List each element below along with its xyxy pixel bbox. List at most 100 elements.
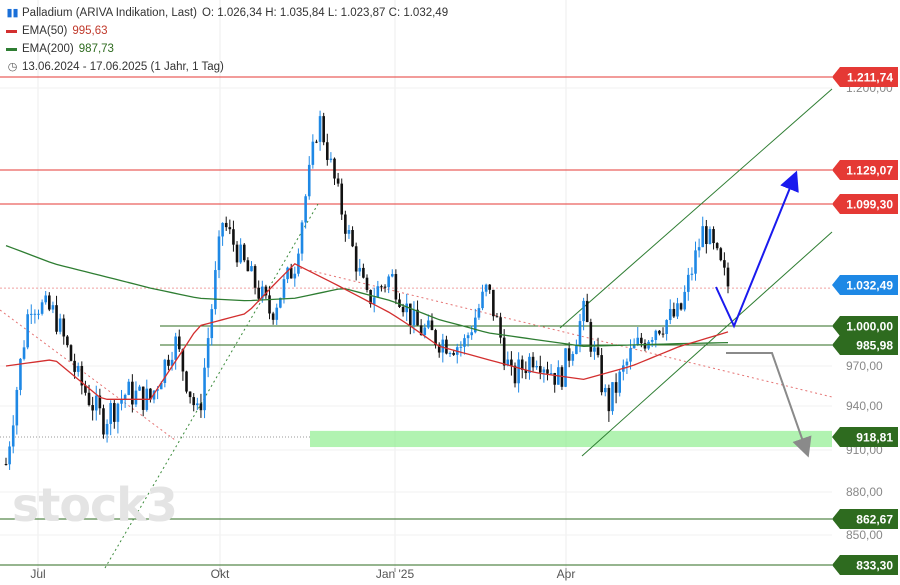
candle-body	[8, 446, 11, 465]
candle-body	[387, 276, 390, 288]
x-tick-label: Apr	[557, 567, 576, 581]
candle-body	[553, 373, 557, 385]
candle-body	[29, 313, 33, 315]
chart-grid	[0, 0, 832, 568]
candle-body	[271, 313, 275, 320]
candle-body	[546, 369, 549, 374]
candle-body	[578, 321, 582, 345]
candle-body	[690, 273, 694, 275]
candle-body	[109, 403, 112, 424]
channel-lower	[581, 231, 833, 457]
candle-body	[329, 158, 333, 160]
candle-body	[582, 300, 585, 322]
candle-body	[40, 302, 44, 314]
date-range: 13.06.2024 - 17.06.2025 (1 Jahr, 1 Tag)	[22, 61, 224, 73]
candle-body	[340, 183, 344, 215]
candle-body	[279, 297, 282, 308]
candle-body	[401, 306, 405, 313]
candle-body	[600, 355, 603, 393]
candle-body	[466, 335, 470, 339]
candle-body	[567, 348, 571, 361]
candle-body	[665, 320, 668, 335]
candle-body	[441, 339, 445, 353]
candle-body	[611, 382, 614, 412]
candle-body	[19, 358, 22, 390]
candle-body	[333, 158, 336, 179]
candle-body	[650, 339, 654, 342]
candle-body	[344, 214, 347, 234]
candle-body	[383, 286, 387, 288]
candle-body	[33, 313, 37, 315]
ema200-value: 987,73	[78, 43, 114, 55]
candle-body	[192, 397, 196, 406]
candle-body	[73, 360, 76, 372]
candle-body	[445, 339, 448, 354]
candle-body	[11, 425, 15, 447]
candle-body	[535, 366, 538, 368]
price-label-bg	[832, 316, 898, 336]
candle-body	[188, 391, 192, 398]
price-label-bg	[832, 335, 898, 355]
candle-body	[358, 267, 362, 272]
candle-body	[405, 303, 409, 313]
candle-body	[315, 141, 318, 143]
price-label-bg	[832, 275, 898, 295]
candle-body	[470, 332, 473, 336]
legend-ema200[interactable]: EMA(200) 987,73	[6, 40, 448, 58]
candle-body	[253, 266, 257, 288]
candle-body	[181, 349, 185, 372]
legend-instrument[interactable]: ▮▮ Palladium (ARIVA Indikation, Last) O:…	[6, 4, 448, 22]
legend-range[interactable]: ◷ 13.06.2024 - 17.06.2025 (1 Jahr, 1 Tag…	[6, 58, 448, 76]
candle-body	[123, 394, 127, 400]
candle-body	[607, 387, 611, 412]
candle-body	[55, 305, 58, 332]
price-label-text: 1.211,74	[847, 71, 893, 85]
price-label-text: 862,67	[856, 513, 893, 527]
candle-body	[437, 345, 441, 353]
candle-body	[102, 408, 105, 435]
candle-body	[705, 226, 708, 244]
candle-body	[538, 366, 542, 373]
ema50-label: EMA(50)	[22, 25, 68, 37]
candle-body	[199, 403, 203, 411]
candle-body	[167, 359, 170, 366]
candle-body	[347, 230, 351, 234]
candle-body	[549, 373, 553, 375]
candle-body	[520, 359, 524, 370]
price-label-text: 918,81	[856, 431, 893, 445]
price-label-bg	[832, 555, 898, 575]
candle-body	[495, 316, 499, 318]
candle-body	[304, 196, 307, 223]
price-label-bg	[832, 427, 898, 447]
candle-body	[423, 327, 427, 336]
candle-body	[481, 291, 484, 309]
candle-body	[87, 392, 91, 406]
candle-body	[477, 308, 481, 318]
candle-body	[250, 266, 253, 272]
candle-body	[419, 325, 423, 336]
candle-body	[307, 164, 311, 197]
candle-body	[98, 395, 102, 409]
candle-body	[246, 260, 250, 272]
candle-body	[683, 291, 686, 310]
candle-body	[264, 286, 268, 296]
candle-body	[354, 246, 358, 272]
ema50-value: 995,63	[72, 25, 108, 37]
candle-body	[434, 330, 437, 346]
candle-body	[571, 354, 575, 361]
candle-body	[654, 330, 658, 340]
legend-ema50[interactable]: EMA(50) 995,63	[6, 22, 448, 40]
candle-body	[282, 279, 286, 298]
x-tick-label: Jan '25	[376, 567, 415, 581]
candle-body	[80, 365, 84, 386]
candle-body	[488, 284, 492, 290]
y-tick-label: 850,00	[846, 528, 883, 542]
candle-body	[380, 286, 383, 288]
candle-body	[474, 317, 477, 333]
y-tick-label: 970,00	[846, 359, 883, 373]
candle-body	[499, 317, 502, 338]
candle-body	[394, 274, 398, 300]
y-tick-label: 940,00	[846, 399, 883, 413]
candle-body	[116, 403, 120, 422]
